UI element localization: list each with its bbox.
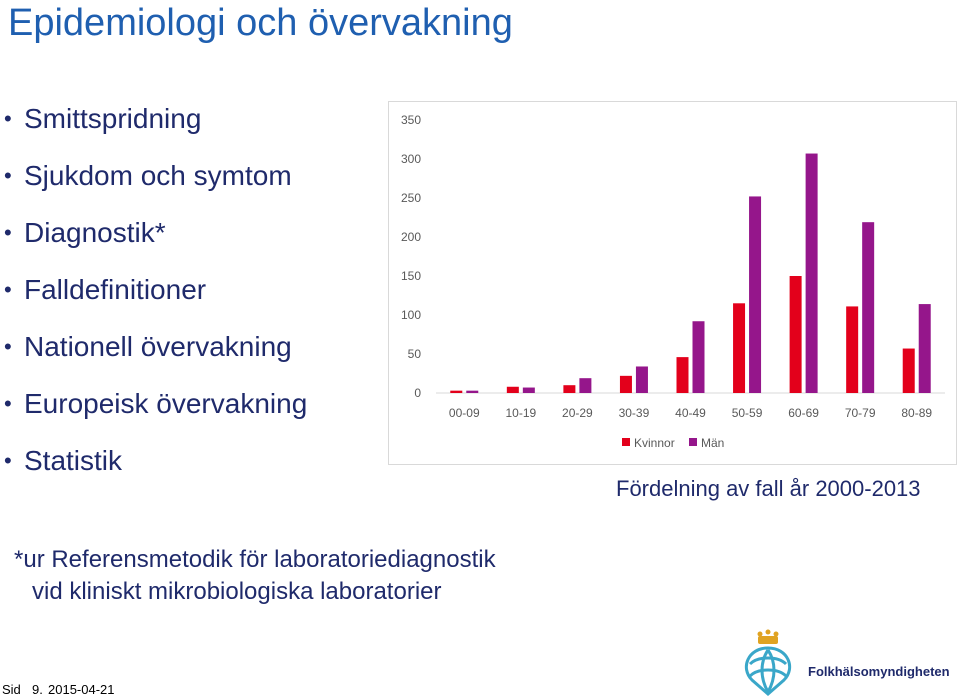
legend-swatch-0 [622, 438, 630, 446]
bullet-label: Europeisk övervakning [24, 388, 308, 419]
bar-chart-svg: 0 50 100 150 200 250 300 350 00-09 10-19 20-29 30-3… [401, 113, 945, 450]
bar-man-40-49 [692, 321, 705, 393]
bullet-list: • Smittspridning • Sjukdom och symtom • Dia… [4, 98, 307, 497]
bar-man-20-29 [579, 378, 592, 393]
y-tick-label: 100 [401, 308, 421, 322]
bullet-dot: • [4, 163, 12, 188]
bullet-item: • Europeisk övervakning [4, 383, 307, 440]
x-tick-label: 10-19 [505, 406, 536, 420]
bar-kvinnor-00-09 [450, 390, 463, 393]
legend-swatch-1 [689, 438, 697, 446]
footnote-line-1: *ur Referensmetodik för laboratoriediagn… [14, 546, 496, 573]
bullet-label: Falldefinitioner [24, 274, 207, 305]
bar-kvinnor-50-59 [733, 303, 746, 393]
bullet-label: Nationell övervakning [24, 331, 292, 362]
bullet-dot: • [4, 391, 12, 416]
x-tick-label: 60-69 [788, 406, 819, 420]
x-tick-label: 40-49 [675, 406, 706, 420]
bullet-dot: • [4, 277, 12, 302]
x-tick-label: 20-29 [562, 406, 593, 420]
bullet-item: • Falldefinitioner [4, 269, 307, 326]
bar-man-00-09 [466, 390, 479, 393]
bar-kvinnor-20-29 [563, 385, 576, 393]
bar-kvinnor-40-49 [676, 357, 689, 393]
x-tick-label: 50-59 [732, 406, 763, 420]
logo-text: Folkhälsomyndigheten [808, 664, 950, 679]
x-tick-label: 00-09 [449, 406, 480, 420]
bullet-dot: • [4, 220, 12, 245]
logo-emblem-icon [745, 629, 791, 696]
bullet-item: • Sjukdom och symtom [4, 155, 307, 212]
y-tick-label: 0 [414, 386, 421, 400]
y-tick-label: 300 [401, 152, 421, 166]
legend-label: Kvinnor [634, 436, 675, 450]
bullet-dot: • [4, 448, 12, 473]
bullet-label: Diagnostik* [24, 217, 166, 248]
bar-man-70-79 [862, 222, 875, 393]
bullet-item: • Smittspridning [4, 98, 307, 155]
bar-kvinnor-10-19 [506, 386, 519, 393]
bullet-dot: • [4, 106, 12, 131]
bullet-dot: • [4, 334, 12, 359]
bar-kvinnor-70-79 [846, 306, 859, 393]
footnote-line-2: vid kliniskt mikrobiologiska laboratorie… [32, 578, 442, 605]
bullet-item: • Nationell övervakning [4, 326, 307, 383]
bullet-label: Statistik [24, 445, 123, 476]
footer-sid: Sid [2, 682, 21, 697]
x-tick-label: 30-39 [619, 406, 650, 420]
bar-man-50-59 [749, 196, 762, 393]
bar-man-30-39 [635, 366, 648, 393]
bar-kvinnor-60-69 [789, 276, 802, 393]
y-tick-label: 250 [401, 191, 421, 205]
bar-man-60-69 [805, 153, 818, 393]
footer-page-number: 9. [32, 682, 43, 697]
bar-man-80-89 [918, 304, 931, 393]
page-title: Epidemiologi och övervakning [8, 2, 513, 44]
bullet-item: • Statistik [4, 440, 307, 497]
footer-date: 2015-04-21 [48, 682, 115, 697]
legend-label: Män [701, 436, 724, 450]
footnote: *ur Referensmetodik för laboratoriediagn… [14, 544, 496, 608]
y-tick-label: 350 [401, 113, 421, 127]
chart-caption: Fördelning av fall år 2000-2013 [616, 476, 921, 501]
y-tick-label: 50 [408, 347, 422, 361]
bar-kvinnor-30-39 [619, 375, 632, 393]
bullet-item: • Diagnostik* [4, 212, 307, 269]
x-tick-label: 80-89 [901, 406, 932, 420]
bar-kvinnor-80-89 [902, 348, 915, 393]
y-tick-label: 150 [401, 269, 421, 283]
bar-chart: 0 50 100 150 200 250 300 350 00-09 10-19 20-29 30-3… [388, 101, 957, 465]
x-tick-label: 70-79 [845, 406, 876, 420]
bullet-label: Smittspridning [24, 103, 202, 134]
bullet-label: Sjukdom och symtom [24, 160, 292, 191]
y-tick-label: 200 [401, 230, 421, 244]
bar-man-10-19 [522, 387, 535, 393]
